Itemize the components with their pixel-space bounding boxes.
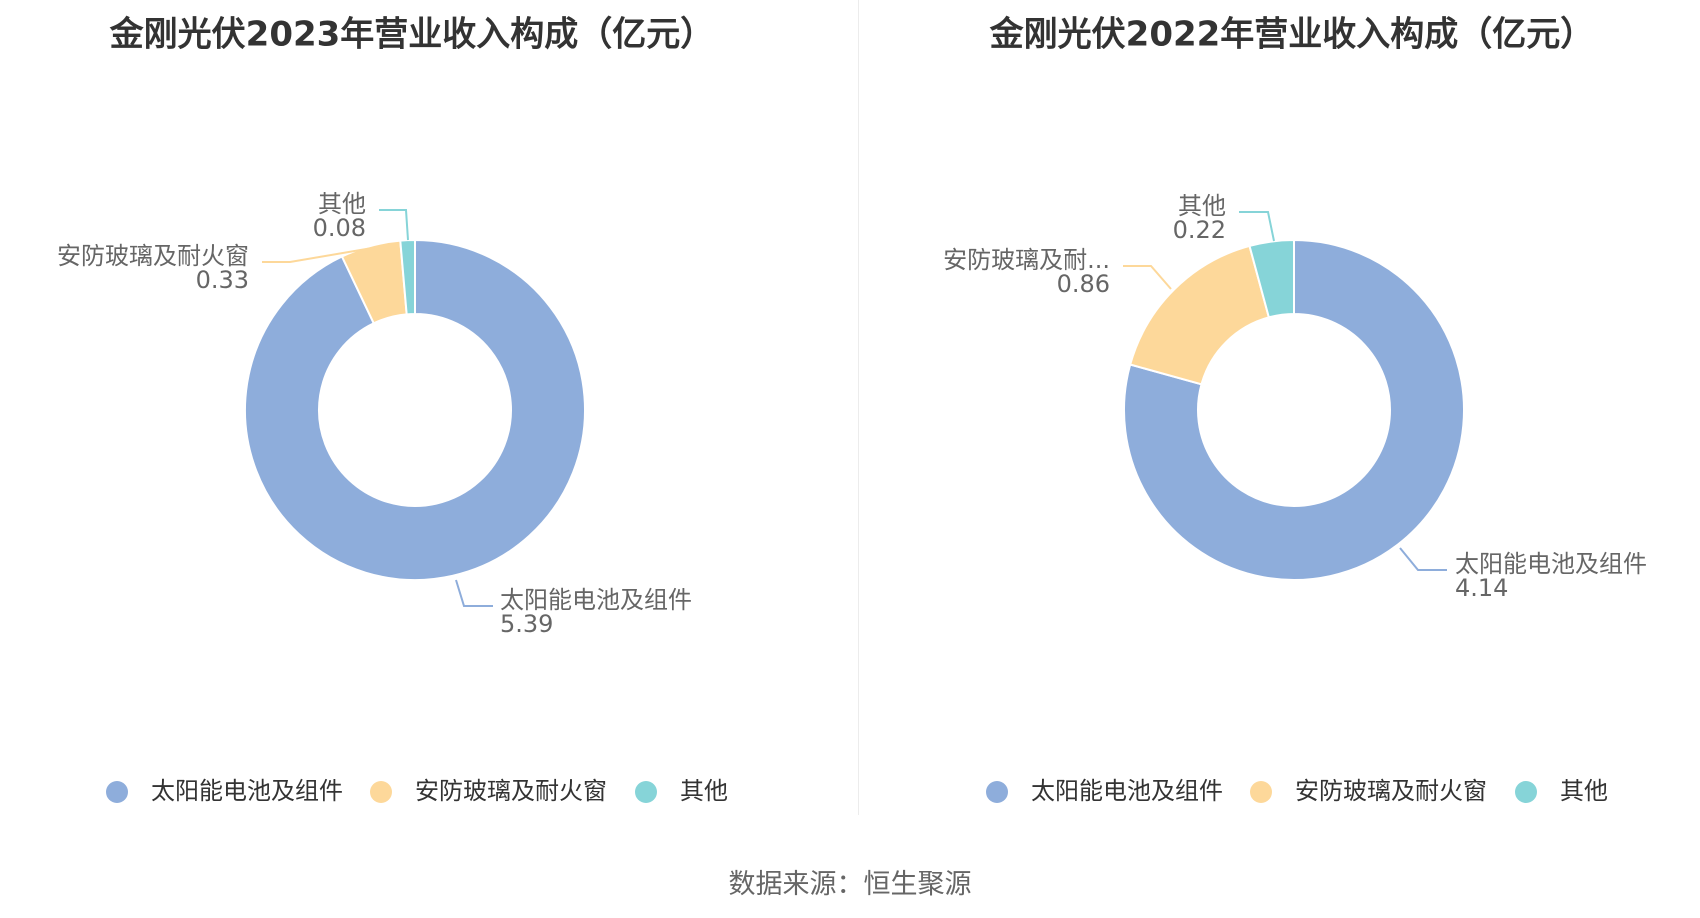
chart-title: 金刚光伏2022年营业收入构成（亿元） <box>989 15 1595 55</box>
leader-line <box>455 579 493 607</box>
chart-title: 金刚光伏2023年营业收入构成（亿元） <box>109 15 715 55</box>
slice-label: 安防玻璃及耐... <box>943 246 1110 274</box>
legend: 太阳能电池及组件 安防玻璃及耐火窗 其他 <box>106 777 728 805</box>
legend-label: 太阳能电池及组件 <box>1031 777 1223 805</box>
donut-slice-1[interactable] <box>1123 238 1465 581</box>
legend-marker <box>635 781 657 803</box>
slice-label: 安防玻璃及耐火窗 <box>57 242 249 270</box>
leader-line <box>379 209 409 241</box>
panel-divider <box>858 0 859 815</box>
legend-label: 其他 <box>680 777 728 805</box>
leader-line <box>1399 547 1447 571</box>
legend-marker <box>986 781 1008 803</box>
legend-label: 太阳能电池及组件 <box>151 777 343 805</box>
legend-item[interactable]: 其他 <box>635 777 728 805</box>
legend-marker <box>106 781 128 803</box>
slice-value-label: 4.14 <box>1455 574 1508 602</box>
slice-label: 太阳能电池及组件 <box>1455 550 1647 578</box>
slice-value-label: 0.08 <box>313 214 366 242</box>
legend-marker <box>370 781 392 803</box>
slice-value-label: 0.33 <box>196 266 249 294</box>
source-note: 数据来源：恒生聚源 <box>728 869 972 900</box>
slice-label: 其他 <box>1178 192 1226 220</box>
donut-chart-1: 金刚光伏2023年营业收入构成（亿元）太阳能电池及组件5.39安防玻璃及耐火窗0… <box>57 15 728 806</box>
legend: 太阳能电池及组件 安防玻璃及耐火窗 其他 <box>986 777 1608 805</box>
slice-value-label: 0.86 <box>1057 270 1110 298</box>
donut-slice-3[interactable] <box>399 238 416 316</box>
leader-line <box>1239 211 1275 242</box>
slice-value-label: 5.39 <box>500 610 553 638</box>
slice-label: 太阳能电池及组件 <box>500 586 692 614</box>
legend-item[interactable]: 安防玻璃及耐火窗 <box>370 777 607 805</box>
donut-slice-3[interactable] <box>1248 238 1295 319</box>
legend-item[interactable]: 太阳能电池及组件 <box>106 777 343 805</box>
slice-label: 其他 <box>318 190 366 218</box>
legend-item[interactable]: 其他 <box>1515 777 1608 805</box>
donut-chart-2: 金刚光伏2022年营业收入构成（亿元）太阳能电池及组件4.14安防玻璃及耐...… <box>943 15 1647 806</box>
legend-label: 安防玻璃及耐火窗 <box>1295 777 1487 805</box>
legend-label: 安防玻璃及耐火窗 <box>415 777 607 805</box>
legend-marker <box>1250 781 1272 803</box>
leader-line <box>1123 265 1172 290</box>
legend-item[interactable]: 太阳能电池及组件 <box>986 777 1223 805</box>
leader-line <box>262 246 379 263</box>
legend-marker <box>1515 781 1537 803</box>
slice-value-label: 0.22 <box>1173 216 1226 244</box>
donut-slice-1[interactable] <box>244 238 586 581</box>
legend-label: 其他 <box>1560 777 1608 805</box>
legend-item[interactable]: 安防玻璃及耐火窗 <box>1250 777 1487 805</box>
